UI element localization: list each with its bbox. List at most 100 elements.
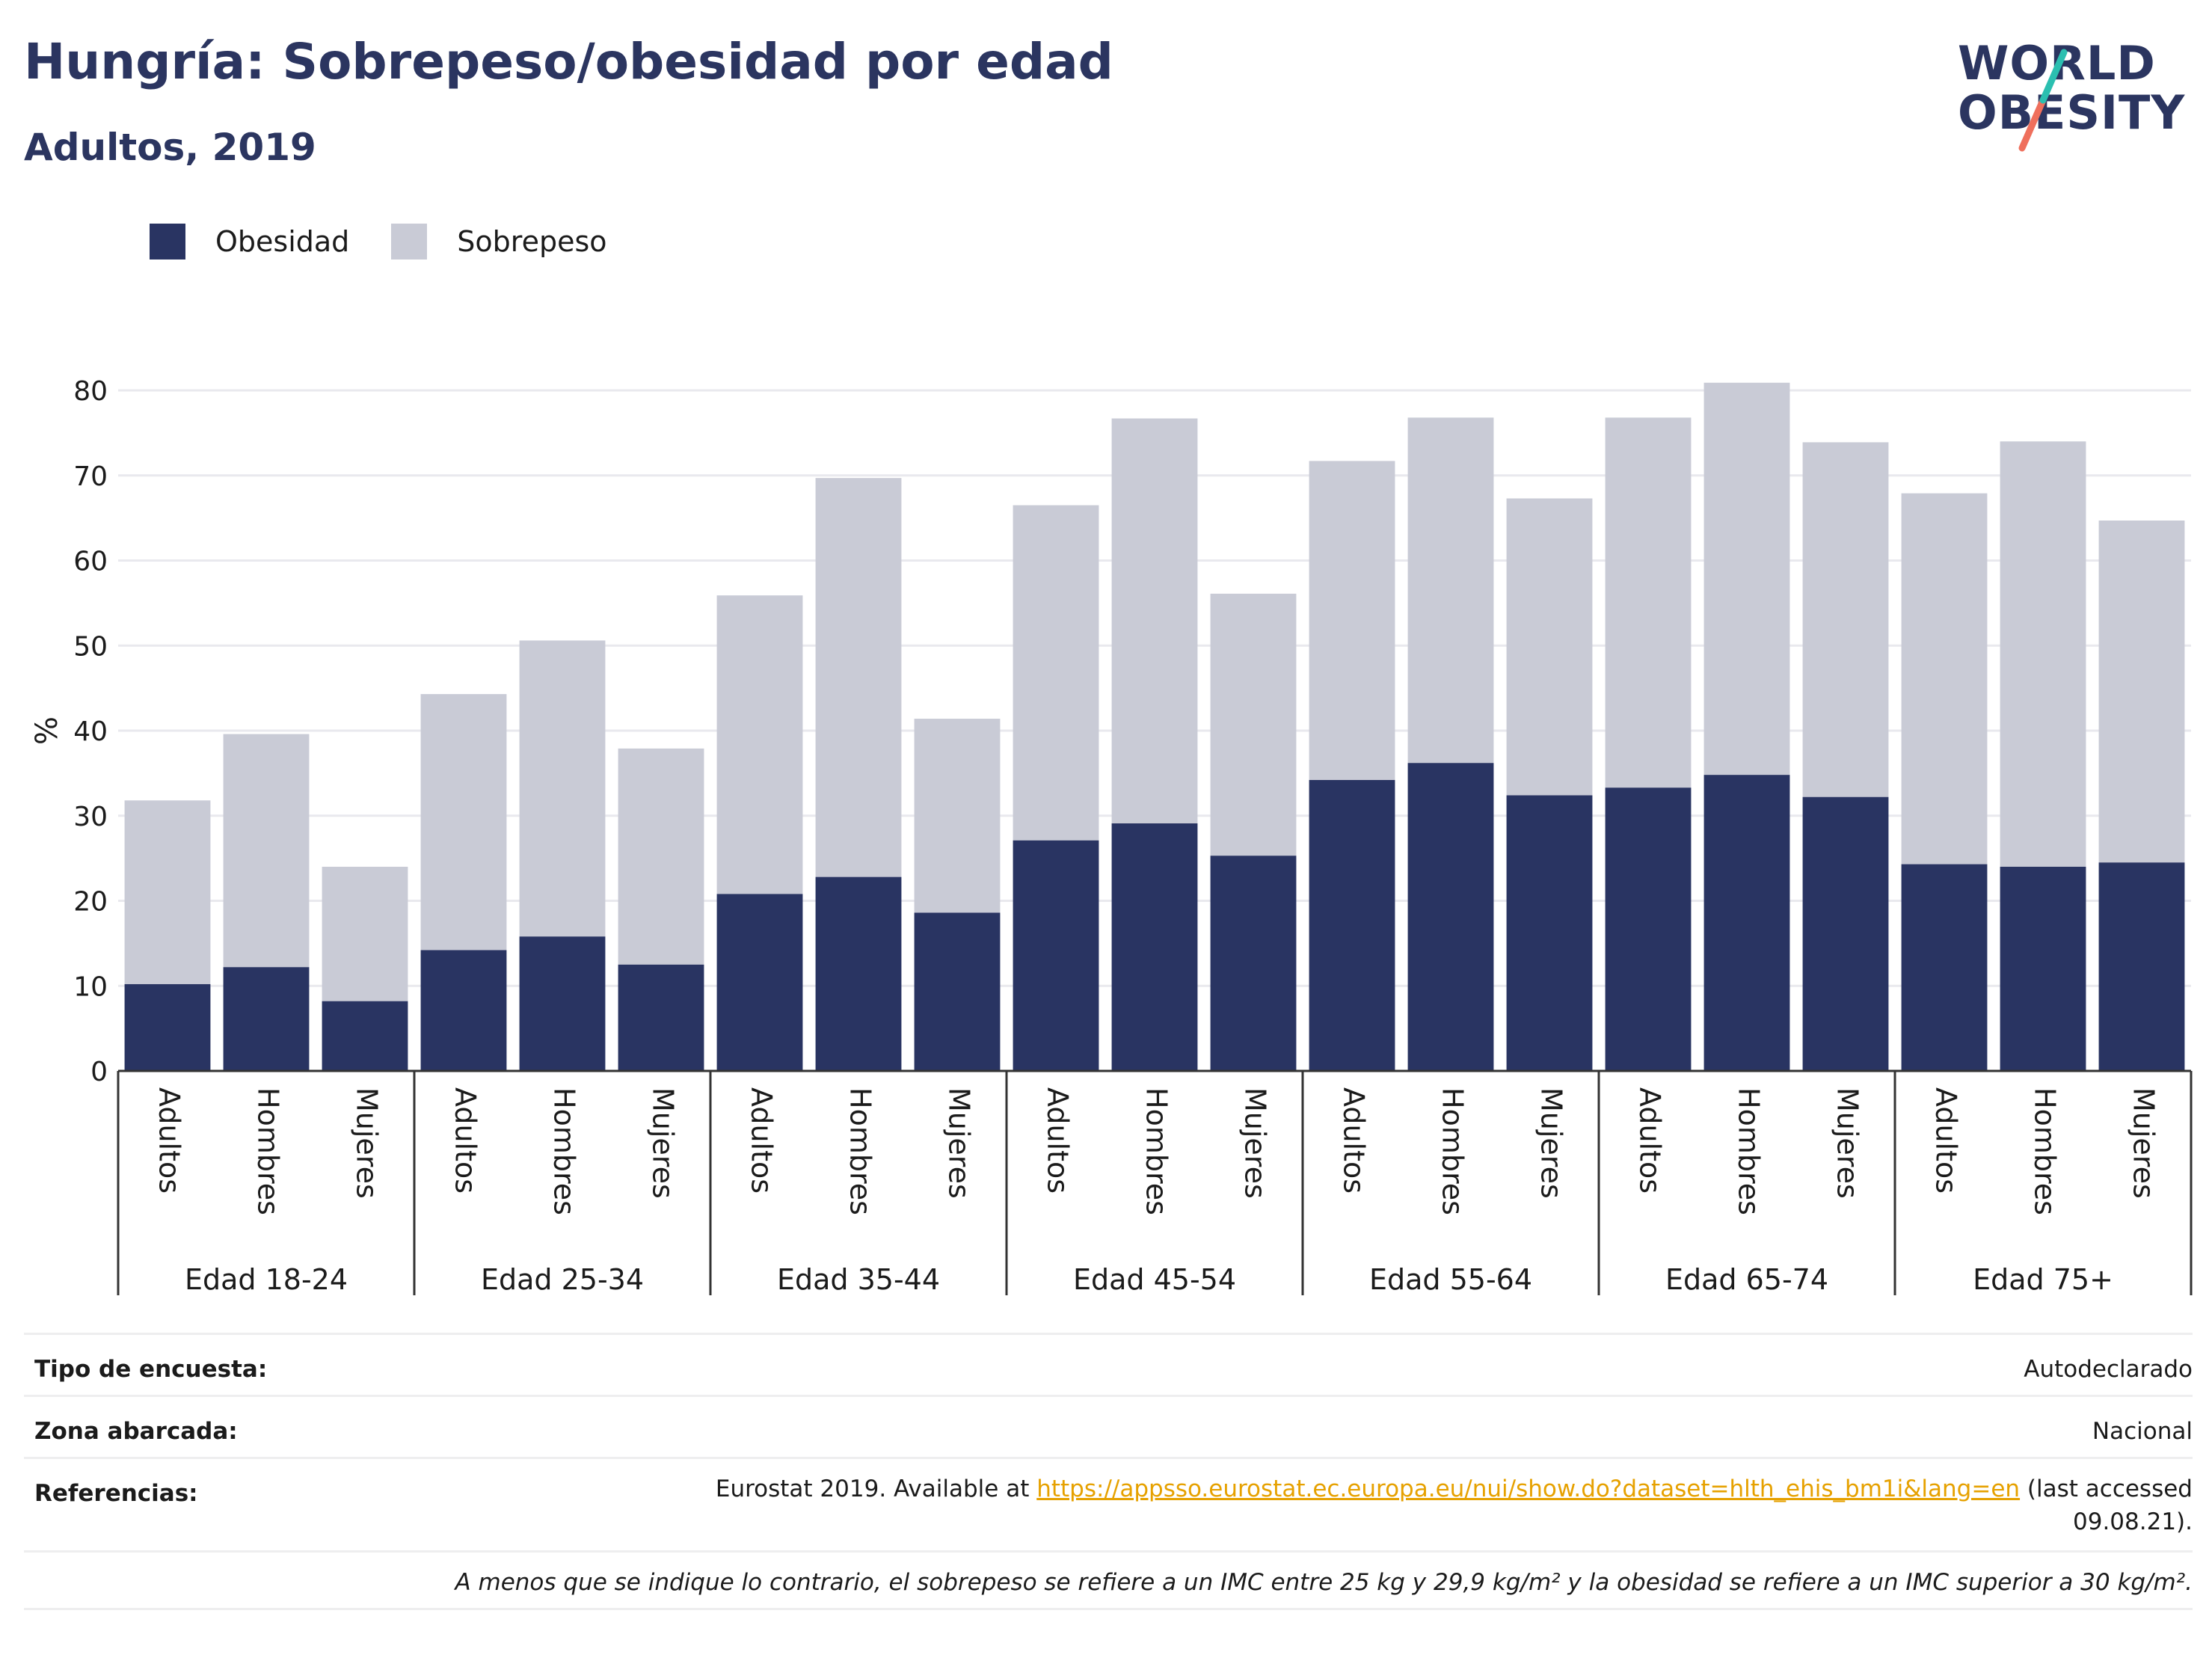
bar-obesity xyxy=(618,964,704,1071)
info-row-references: Referencias: Eurostat 2019. Available at… xyxy=(24,1457,2193,1550)
bar-overweight xyxy=(124,800,211,984)
y-tick-label: 80 xyxy=(73,376,108,407)
bar-overweight xyxy=(519,640,606,937)
bar-overweight xyxy=(1111,418,1198,823)
bar-obesity xyxy=(1901,864,1988,1071)
x-category-label: Adultos xyxy=(1930,1087,1963,1194)
x-group-label: Edad 18-24 xyxy=(185,1263,348,1296)
definition-note: A menos que se indique lo contrario, el … xyxy=(24,1550,2193,1610)
x-category-label: Hombres xyxy=(1140,1087,1173,1215)
bar-overweight xyxy=(1605,417,1692,788)
logo-slash-icon xyxy=(2018,49,2068,152)
y-tick-label: 0 xyxy=(90,1057,108,1087)
x-category-label: Mujeres xyxy=(1239,1087,1272,1199)
bar-overweight xyxy=(1309,461,1395,780)
x-group-label: Edad 75+ xyxy=(1973,1263,2113,1296)
bar-obesity xyxy=(420,950,507,1071)
y-tick-label: 10 xyxy=(73,971,108,1002)
y-axis-label: % xyxy=(30,716,64,745)
info-table: Tipo de encuesta: Autodeclarado Zona aba… xyxy=(24,1333,2193,1610)
x-category-label: Hombres xyxy=(844,1087,877,1215)
x-group-label: Edad 25-34 xyxy=(481,1263,644,1296)
x-category-label: Hombres xyxy=(548,1087,581,1215)
bar-overweight xyxy=(1901,493,1988,865)
bar-obesity xyxy=(1605,787,1692,1071)
stacked-bar-chart: 0 10 20 30 40 50 60 70 80% Adultos Hombres Mujeres E… xyxy=(30,376,2193,1296)
legend-item-overweight[interactable]: Sobrepeso xyxy=(391,224,607,260)
info-row-survey: Tipo de encuesta: Autodeclarado xyxy=(24,1333,2193,1395)
x-group-label: Edad 55-64 xyxy=(1369,1263,1532,1296)
legend-item-obesity[interactable]: Obesidad xyxy=(150,224,349,260)
chart-title: Hungría: Sobrepeso/obesidad por edad xyxy=(24,33,1113,90)
bar-overweight xyxy=(914,719,1001,913)
x-category-label: Adultos xyxy=(449,1087,482,1194)
bar-obesity xyxy=(519,936,606,1071)
bar-obesity xyxy=(124,983,211,1071)
bar-obesity xyxy=(1802,796,1889,1071)
x-category-label: Mujeres xyxy=(1831,1087,1864,1199)
x-category-label: Hombres xyxy=(2029,1087,2062,1215)
x-category-label: Adultos xyxy=(1634,1087,1667,1194)
logo-line2: OBESITY xyxy=(1958,85,2186,140)
bar-obesity xyxy=(1013,840,1099,1071)
references-prefix: Eurostat 2019. Available at xyxy=(715,1476,1037,1502)
x-category-label: Adultos xyxy=(1042,1087,1075,1194)
x-group-label: Edad 65-74 xyxy=(1665,1263,1828,1296)
bar-obesity xyxy=(2000,867,2086,1071)
bar-overweight xyxy=(1407,417,1494,764)
x-group-label: Edad 45-54 xyxy=(1073,1263,1236,1296)
references-date: 09.08.21). xyxy=(2073,1508,2193,1535)
x-category-label: Adultos xyxy=(153,1087,186,1194)
x-category-label: Mujeres xyxy=(943,1087,976,1199)
references-label: Referencias: xyxy=(34,1480,198,1507)
bar-overweight xyxy=(1802,442,1889,797)
legend-swatch-overweight xyxy=(391,224,428,260)
info-row-area: Zona abarcada: Nacional xyxy=(24,1395,2193,1457)
survey-label: Tipo de encuesta: xyxy=(34,1356,268,1383)
bar-obesity xyxy=(1309,779,1395,1071)
x-category-label: Mujeres xyxy=(647,1087,680,1199)
y-tick-label: 60 xyxy=(73,547,108,577)
x-group-label: Edad 35-44 xyxy=(777,1263,940,1296)
y-tick-label: 40 xyxy=(73,716,108,747)
y-tick-label: 50 xyxy=(73,631,108,662)
bar-overweight xyxy=(1506,498,1593,796)
x-category-label: Hombres xyxy=(1733,1087,1766,1215)
legend-swatch-obesity xyxy=(150,224,185,260)
bar-overweight xyxy=(322,867,408,1001)
legend-label-overweight: Sobrepeso xyxy=(457,225,607,258)
y-tick-label: 20 xyxy=(73,887,108,918)
area-label: Zona abarcada: xyxy=(34,1418,238,1445)
bar-obesity xyxy=(815,876,902,1071)
area-value: Nacional xyxy=(2092,1418,2193,1445)
bar-obesity xyxy=(716,894,803,1071)
bar-obesity xyxy=(1111,823,1198,1071)
bar-overweight xyxy=(2000,441,2086,867)
bar-obesity xyxy=(1703,775,1790,1071)
survey-value: Autodeclarado xyxy=(2024,1356,2193,1383)
bar-obesity xyxy=(223,967,310,1071)
x-category-label: Mujeres xyxy=(1535,1087,1568,1199)
bar-overweight xyxy=(1013,505,1099,841)
bar-obesity xyxy=(2098,862,2185,1071)
bar-obesity xyxy=(322,1001,408,1071)
bar-obesity xyxy=(1210,856,1297,1071)
x-category-label: Adultos xyxy=(746,1087,778,1194)
bar-overweight xyxy=(1210,593,1297,856)
bar-obesity xyxy=(1407,763,1494,1071)
bar-overweight xyxy=(420,694,507,951)
x-category-label: Mujeres xyxy=(351,1087,384,1199)
bar-overweight xyxy=(618,748,704,965)
legend-label-obesity: Obesidad xyxy=(215,225,350,258)
legend: Obesidad Sobrepeso xyxy=(150,223,649,260)
references-link[interactable]: https://appsso.eurostat.ec.europa.eu/nui… xyxy=(1036,1476,2021,1502)
chart-subtitle: Adultos, 2019 xyxy=(24,126,316,169)
world-obesity-logo: WORLD OBESITY xyxy=(1952,37,2191,157)
x-category-label: Adultos xyxy=(1338,1087,1371,1194)
y-tick-label: 30 xyxy=(73,802,108,832)
bar-obesity xyxy=(1506,795,1593,1071)
bar-overweight xyxy=(2098,521,2185,863)
bar-overweight xyxy=(1703,382,1790,776)
y-tick-label: 70 xyxy=(73,461,108,492)
bar-obesity xyxy=(914,912,1001,1071)
